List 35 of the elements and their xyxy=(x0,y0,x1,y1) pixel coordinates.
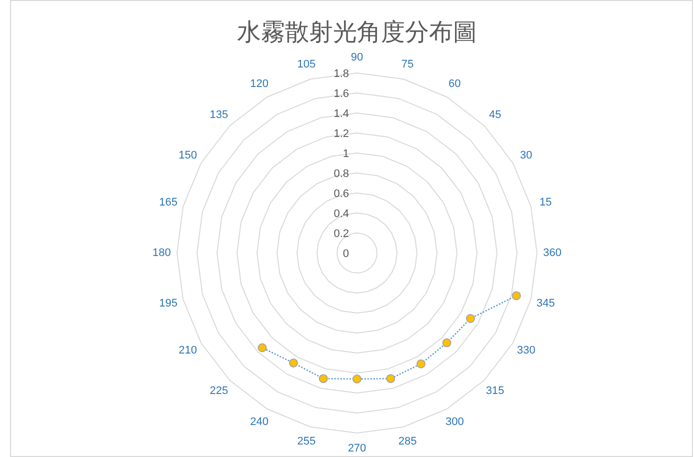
spoke-label: 300 xyxy=(445,416,464,428)
y-tick-label: 1.4 xyxy=(334,108,349,120)
y-tick-label: 0.2 xyxy=(334,228,349,240)
spoke-label: 195 xyxy=(159,298,178,310)
chart-title: 水霧散射光角度分布圖 xyxy=(237,19,477,46)
y-tick-label: 0 xyxy=(342,248,349,260)
spoke-label: 330 xyxy=(516,344,536,357)
spoke-label: 240 xyxy=(250,416,269,428)
spoke-label: 60 xyxy=(448,78,461,90)
spoke-label: 90 xyxy=(350,52,364,64)
y-tick-label: 0.6 xyxy=(334,188,349,200)
spoke-label: 270 xyxy=(348,442,366,454)
spoke-label: 105 xyxy=(297,58,316,70)
y-tick-label: 1.8 xyxy=(334,68,349,80)
spoke-label: 285 xyxy=(398,436,417,448)
spoke-label: 360 xyxy=(543,247,562,259)
spoke-label: 165 xyxy=(159,196,178,208)
spoke-label: 210 xyxy=(178,344,198,357)
y-tick-label: 1 xyxy=(342,148,349,160)
spoke-label: 45 xyxy=(488,108,502,121)
spoke-label: 135 xyxy=(210,108,228,121)
y-tick-label: 0.4 xyxy=(334,208,349,220)
spoke-label: 315 xyxy=(486,385,504,398)
spoke-label: 120 xyxy=(250,78,269,90)
spoke-label: 15 xyxy=(540,196,552,208)
spoke-label: 225 xyxy=(210,385,228,398)
spoke-label: 345 xyxy=(536,298,555,310)
spoke-label: 150 xyxy=(178,149,198,162)
spoke-label: 75 xyxy=(401,58,414,70)
y-tick-label: 1.6 xyxy=(334,88,349,100)
spoke-label: 255 xyxy=(297,436,316,448)
spoke-label: 30 xyxy=(520,149,532,162)
spoke-label: 180 xyxy=(152,247,171,259)
y-tick-label: 1.2 xyxy=(334,128,349,140)
y-tick-label: 0.8 xyxy=(334,168,349,180)
